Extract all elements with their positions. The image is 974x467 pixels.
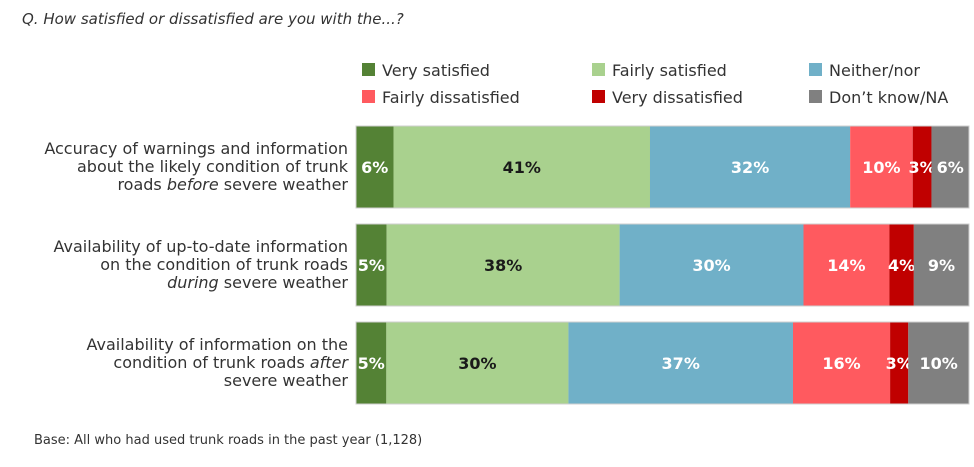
bar-label-1-5: 3%: [909, 158, 936, 177]
bar-label-3-1: 5%: [358, 354, 385, 373]
category-label-1-line-1: Accuracy of warnings and information: [44, 139, 348, 158]
legend-label-5: Very dissatisfied: [612, 88, 743, 107]
bar-segment-3-2: [386, 322, 569, 404]
legend-swatch-1: [362, 63, 375, 76]
category-label-2-line-2: on the condition of trunk roads: [100, 255, 348, 274]
bar-segment-2-5: [889, 224, 914, 306]
legend-label-2: Fairly satisfied: [612, 61, 727, 80]
bar-label-2-2: 38%: [484, 256, 522, 275]
bar-label-1-6: 6%: [937, 158, 964, 177]
bar-segment-2-2: [386, 224, 620, 306]
legend-swatch-6: [809, 90, 822, 103]
legend-swatch-5: [592, 90, 605, 103]
legend-swatch-4: [362, 90, 375, 103]
bar-outline-1: [355, 125, 970, 209]
bar-label-1-2: 41%: [503, 158, 541, 177]
category-label-1-line-2: about the likely condition of trunk: [77, 157, 349, 176]
category-label-3-line-3: severe weather: [224, 371, 349, 390]
legend-label-1: Very satisfied: [382, 61, 490, 80]
bar-label-1-4: 10%: [862, 158, 900, 177]
bar-segment-3-5: [890, 322, 909, 404]
legend-swatch-3: [809, 63, 822, 76]
bar-label-1-3: 32%: [731, 158, 769, 177]
bar-segment-2-3: [619, 224, 804, 306]
bar-label-3-6: 10%: [920, 354, 958, 373]
bar-segment-3-3: [568, 322, 793, 404]
category-label-2-line-3: during severe weather: [167, 273, 348, 292]
bar-label-2-5: 4%: [888, 256, 915, 275]
bar-label-2-1: 5%: [358, 256, 385, 275]
bar-segment-1-4: [850, 126, 913, 208]
bar-label-3-2: 30%: [458, 354, 496, 373]
bar-segment-2-4: [803, 224, 890, 306]
bar-label-3-3: 37%: [662, 354, 700, 373]
bar-segment-2-1: [356, 224, 387, 306]
bar-segment-1-5: [912, 126, 932, 208]
bar-segment-3-1: [356, 322, 387, 404]
legend-label-4: Fairly dissatisfied: [382, 88, 520, 107]
category-label-1-line-3: roads before severe weather: [117, 175, 348, 194]
bar-segment-3-6: [908, 322, 969, 404]
category-label-3-line-1: Availability of information on the: [86, 335, 348, 354]
bar-segment-1-1: [356, 126, 394, 208]
bar-outline-2: [355, 223, 970, 307]
category-label-3-line-2: condition of trunk roads after: [113, 353, 349, 372]
bar-label-3-5: 3%: [886, 354, 913, 373]
legend-label-3: Neither/nor: [829, 61, 920, 80]
bar-segment-2-6: [913, 224, 969, 306]
bar-label-1-1: 6%: [361, 158, 388, 177]
bar-label-2-3: 30%: [692, 256, 730, 275]
bar-label-2-6: 9%: [928, 256, 955, 275]
bar-segment-1-2: [393, 126, 650, 208]
bar-segment-1-6: [931, 126, 969, 208]
base-note: Base: All who had used trunk roads in th…: [34, 433, 423, 448]
bar-outline-3: [355, 321, 970, 405]
bar-label-3-4: 16%: [822, 354, 860, 373]
bar-segment-1-3: [649, 126, 851, 208]
question-title: Q. How satisfied or dissatisfied are you…: [22, 10, 404, 28]
bar-label-2-4: 14%: [827, 256, 865, 275]
bar-segment-3-4: [792, 322, 891, 404]
legend-swatch-2: [592, 63, 605, 76]
category-label-2-line-1: Availability of up-to-date information: [53, 237, 348, 256]
legend-label-6: Don’t know/NA: [829, 88, 948, 107]
